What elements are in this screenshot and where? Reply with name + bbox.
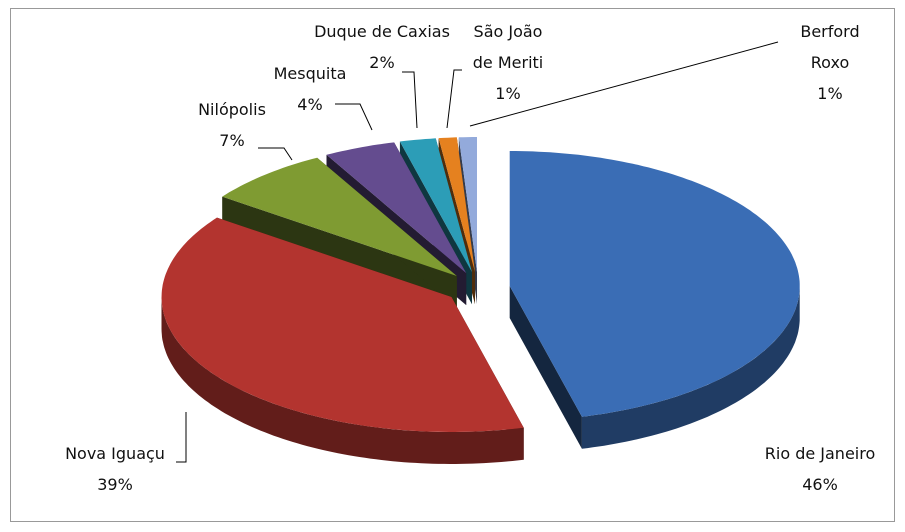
pie-slice — [161, 217, 524, 464]
slice-wall — [161, 297, 524, 464]
category-label: São João de Meriti — [472, 22, 544, 72]
value-label: 1% — [495, 84, 521, 103]
category-label: Berford Roxo — [800, 22, 860, 72]
value-label: 7% — [219, 131, 245, 150]
category-label: Nilópolis — [198, 100, 266, 119]
leader-line — [402, 71, 418, 129]
value-label: 39% — [97, 475, 133, 494]
data-label: Rio de Janeiro 46% — [765, 438, 876, 500]
data-label: Nova Iguaçu 39% — [65, 438, 165, 500]
category-label: Mesquita — [273, 64, 347, 83]
leader-line — [176, 412, 187, 463]
value-label: 4% — [297, 95, 323, 114]
slice-top — [458, 137, 477, 272]
leader-line — [469, 41, 779, 127]
slice-top — [161, 217, 524, 432]
category-label: Nova Iguaçu — [65, 444, 165, 463]
value-label: 46% — [802, 475, 838, 494]
slice-top — [222, 157, 457, 276]
leader-line — [258, 147, 293, 161]
data-label: São João de Meriti 1% — [470, 16, 546, 109]
category-label: Duque de Caxias — [314, 22, 450, 41]
leader-line — [446, 69, 462, 129]
data-label: Mesquita 4% — [274, 58, 347, 120]
pie-slice — [509, 151, 800, 449]
slice-top — [399, 138, 472, 273]
slice-top — [509, 151, 800, 417]
data-label: Berford Roxo 1% — [795, 16, 865, 109]
slice-top — [326, 142, 467, 274]
value-label: 2% — [369, 53, 395, 72]
data-label: Duque de Caxias 2% — [314, 16, 450, 78]
slice-wall — [581, 286, 800, 449]
slice-top — [438, 137, 475, 273]
value-label: 1% — [817, 84, 843, 103]
data-label: Nilópolis 7% — [198, 94, 266, 156]
leader-line — [335, 103, 373, 131]
category-label: Rio de Janeiro — [764, 444, 876, 463]
slice-face — [509, 286, 582, 449]
